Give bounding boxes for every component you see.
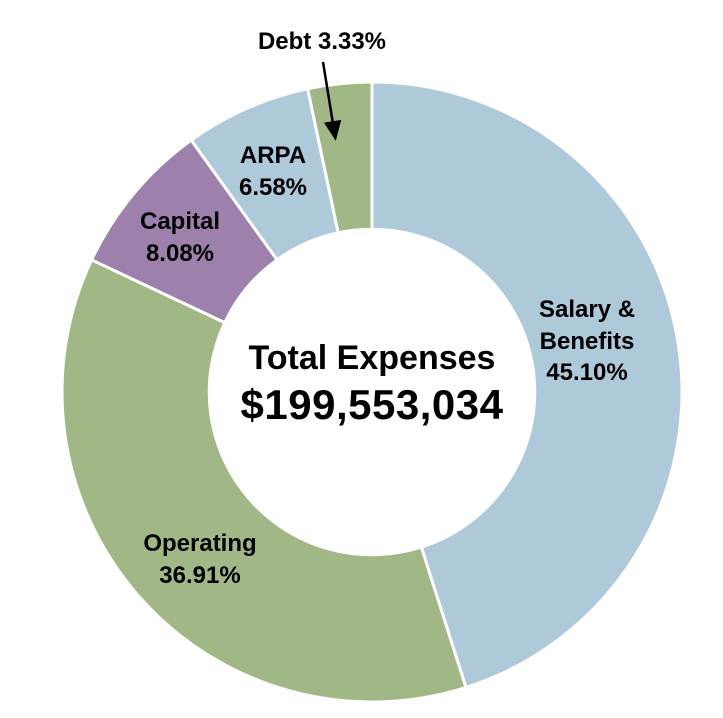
segment-label-arpa-percent: 6.58% [238,173,308,201]
segment-label-salary-percent: 45.10% [546,359,628,387]
segment-label-arpa-name: ARPA [239,142,307,169]
total-expenses-title: Total Expenses [248,339,496,377]
donut-segment-operating [60,258,468,704]
segment-label-capital: Capital 8.08% [140,206,220,269]
segment-label-operating: Operating 36.91% [143,528,256,591]
total-expenses-value: $199,553,034 [240,380,504,428]
donut-center-label: Total Expenses $199,553,034 [241,338,504,431]
segment-label-debt: Debt 3.33% [258,26,386,58]
segment-label-salary-line2: Benefits [539,327,635,355]
segment-label-salary-line1: Salary & [538,296,636,323]
segment-label-arpa: ARPA 6.58% [239,140,307,203]
segment-label-operating-name: Operating [143,530,257,557]
segment-label-debt-text: Debt 3.33% [257,28,387,55]
segment-label-capital-name: Capital [139,208,221,235]
debt-callout-arrow-icon [321,61,342,141]
segment-label-capital-percent: 8.08% [145,239,215,267]
donut-segment-salary-benefits [370,80,684,689]
segment-label-operating-percent: 36.91% [159,561,241,589]
segment-label-salary-benefits: Salary & Benefits 45.10% [539,294,635,389]
